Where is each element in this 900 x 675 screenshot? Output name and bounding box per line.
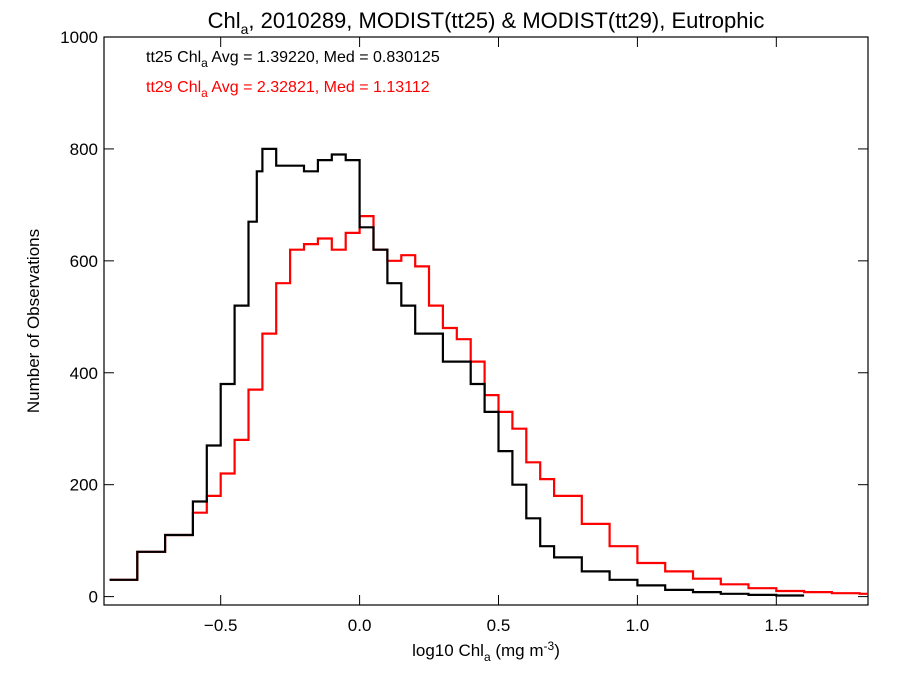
series-line-tt29	[109, 215, 868, 595]
y-tick-label: 0	[89, 588, 98, 607]
x-tick-label: 0.0	[348, 616, 372, 635]
y-tick-label: 200	[70, 476, 98, 495]
tt29-stats-annotation: tt29 Chla Avg = 2.32821, Med = 1.13112	[146, 79, 430, 100]
chart-title: Chla, 2010289, MODIST(tt25) & MODIST(tt2…	[208, 8, 765, 37]
y-axis: 0 200 400 600 800 1000	[60, 28, 868, 607]
stats-annotations: tt25 Chla Avg = 1.39220, Med = 0.830125 …	[146, 49, 440, 100]
x-tick-label: 1.0	[626, 616, 650, 635]
x-tick-label: 1.5	[764, 616, 788, 635]
tt25-stats-annotation: tt25 Chla Avg = 1.39220, Med = 0.830125	[146, 49, 440, 70]
y-axis-label: Number of Observations	[24, 229, 43, 413]
y-tick-label: 1000	[60, 28, 98, 47]
y-tick-label: 400	[70, 364, 98, 383]
series-line-tt25	[109, 147, 805, 597]
y-tick-label: 600	[70, 252, 98, 271]
x-tick-label: −0.5	[204, 616, 238, 635]
series-layer	[109, 147, 868, 597]
x-axis-label: log10 Chla (mg m-3)	[412, 639, 560, 664]
plot-area	[103, 36, 869, 606]
plot-frame	[103, 36, 869, 606]
x-tick-label: 0.5	[487, 616, 511, 635]
y-tick-label: 800	[70, 140, 98, 159]
x-axis: −0.5 0.0 0.5 1.0 1.5	[204, 37, 788, 635]
